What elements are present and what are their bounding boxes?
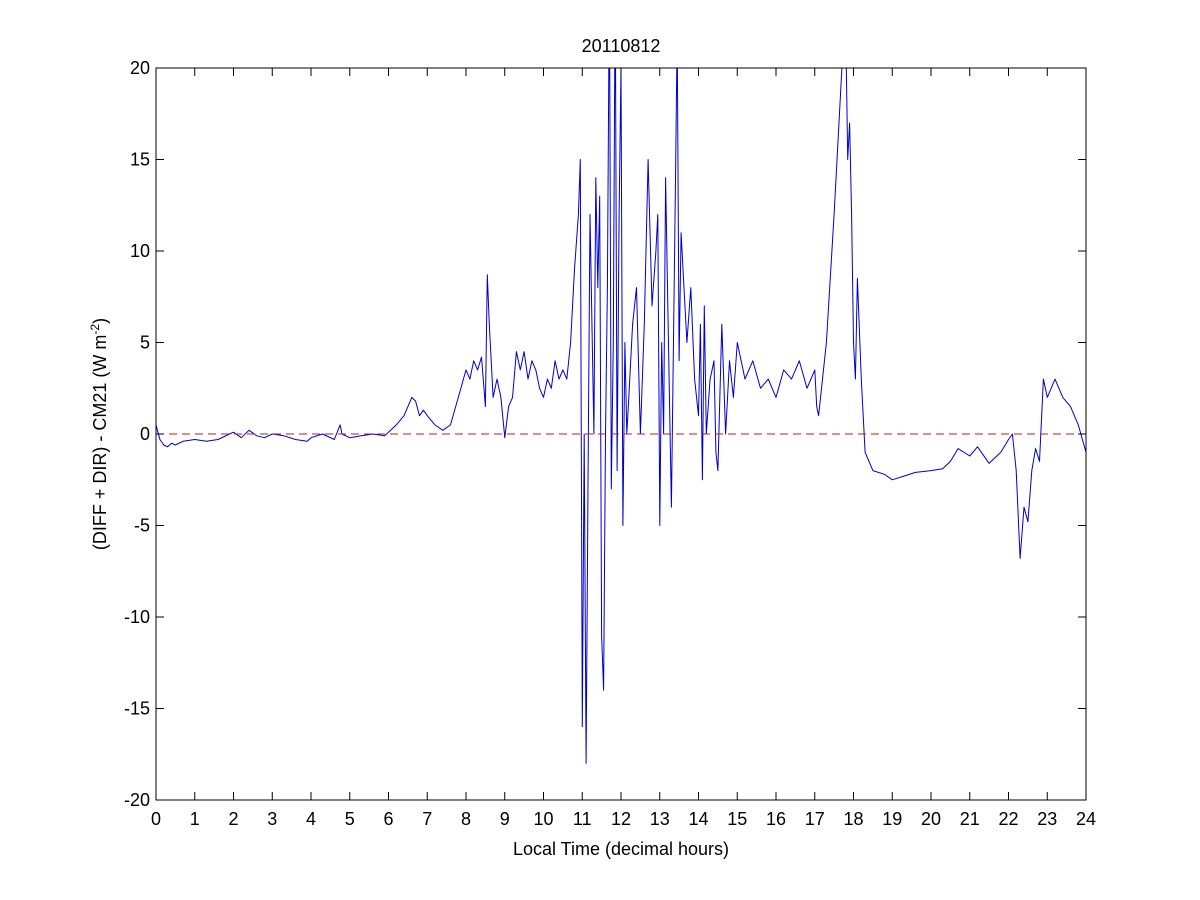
- x-tick-label: 4: [306, 809, 316, 829]
- x-tick-label: 6: [383, 809, 393, 829]
- x-tick-label: 10: [533, 809, 553, 829]
- x-tick-label: 14: [688, 809, 708, 829]
- series-line-0: [156, 68, 1086, 764]
- x-tick-label: 3: [267, 809, 277, 829]
- x-tick-label: 20: [921, 809, 941, 829]
- x-tick-label: 5: [345, 809, 355, 829]
- y-tick-label: -15: [124, 699, 150, 719]
- x-tick-label: 17: [805, 809, 825, 829]
- x-tick-label: 15: [727, 809, 747, 829]
- x-tick-label: 12: [611, 809, 631, 829]
- x-tick-label: 1: [190, 809, 200, 829]
- y-tick-label: 0: [140, 424, 150, 444]
- y-tick-label: -20: [124, 790, 150, 810]
- x-tick-label: 13: [650, 809, 670, 829]
- series-layer: [156, 68, 1086, 764]
- x-tick-label: 11: [573, 809, 592, 829]
- x-tick-label: 2: [228, 809, 238, 829]
- x-axis-label: Local Time (decimal hours): [513, 839, 729, 859]
- y-axis-label-superscript: -2: [88, 324, 102, 335]
- x-tick-label: 22: [998, 809, 1018, 829]
- y-tick-label: 5: [140, 333, 150, 353]
- y-axis-ticks: -20 -15 -10 -5 0 5 10 15 20: [124, 58, 1086, 810]
- y-axis-label: (DIFF + DIR) - CM21 (W m-2): [88, 318, 110, 550]
- chart-title: 20110812: [582, 36, 661, 56]
- y-tick-label: 15: [130, 150, 150, 170]
- x-tick-label: 9: [500, 809, 510, 829]
- y-tick-label: 20: [130, 58, 150, 78]
- y-axis-label-main: (DIFF + DIR) - CM21 (W m: [90, 335, 110, 550]
- y-tick-label: -10: [124, 607, 150, 627]
- x-axis-ticks: 0 1 2 3 4 5 6 7 8 9 10 11 12 13 14 15 16 17 18 19 20 21 22 23 24: [151, 68, 1096, 829]
- x-tick-label: 23: [1037, 809, 1057, 829]
- x-tick-label: 7: [422, 809, 432, 829]
- x-tick-label: 0: [151, 809, 161, 829]
- y-axis-label-end: ): [90, 318, 110, 324]
- x-tick-label: 8: [461, 809, 471, 829]
- x-tick-label: 19: [882, 809, 902, 829]
- x-tick-label: 18: [843, 809, 863, 829]
- x-tick-label: 16: [766, 809, 786, 829]
- y-tick-label: 10: [130, 241, 150, 261]
- x-tick-label: 21: [960, 809, 980, 829]
- y-tick-label: -5: [134, 516, 150, 536]
- x-tick-label: 24: [1076, 809, 1096, 829]
